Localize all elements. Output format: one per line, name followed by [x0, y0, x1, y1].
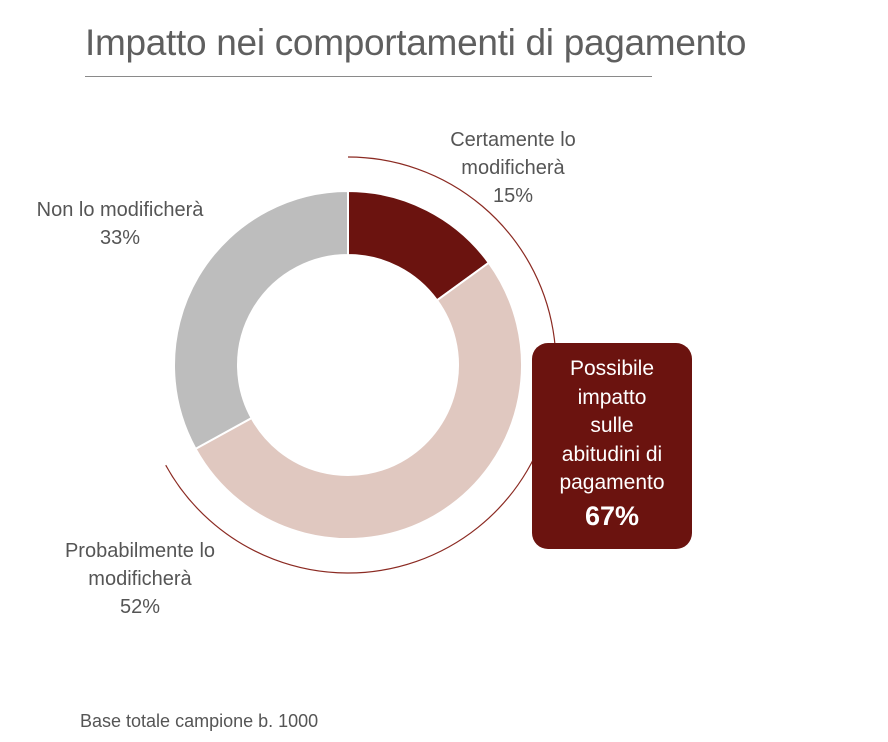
slice-label-line: modificherà [461, 157, 565, 179]
impact-callout: Possibile impatto sulle abitudini di pag… [532, 343, 692, 549]
slice-label-probabilmente: Probabilmente lo modificherà 52% [40, 537, 240, 621]
callout-text: Possibile impatto sulle abitudini di pag… [559, 357, 665, 494]
slice-label-certamente: Certamente lo modificherà 15% [420, 126, 606, 210]
annotation-arc [165, 156, 557, 574]
slice-label-line: modificherà [88, 568, 192, 590]
slice-value: 15% [492, 185, 534, 207]
sample-footnote: Base totale campione b. 1000 [80, 711, 319, 731]
donut-slice-non [173, 189, 349, 451]
donut-slice-probabilmente [194, 261, 524, 541]
slice-value: 33% [99, 227, 141, 249]
chart-title: Impatto nei comportamenti di pagamento [85, 22, 747, 63]
slice-label-non: Non lo modificherà 33% [10, 196, 230, 252]
slice-label-line: Non lo modificherà [36, 199, 204, 221]
callout-value: 67% [584, 500, 640, 531]
title-underline [85, 76, 652, 77]
slice-value: 52% [119, 596, 161, 618]
slice-label-line: Certamente lo [450, 129, 576, 151]
slice-label-line: Probabilmente lo [64, 540, 216, 562]
